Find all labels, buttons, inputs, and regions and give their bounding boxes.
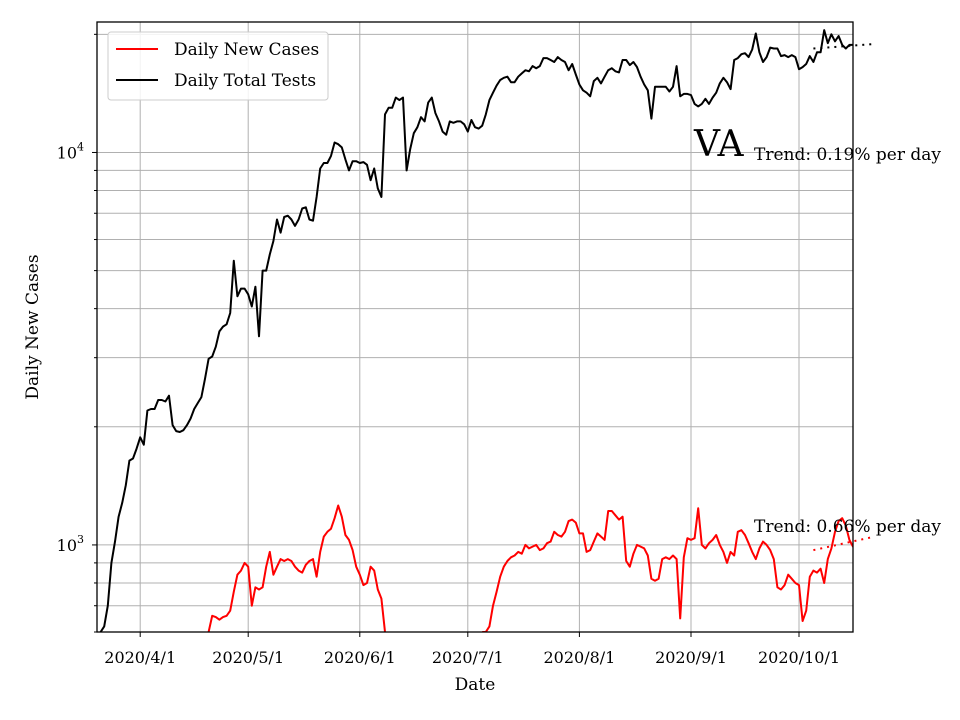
y-axis-label: Daily New Cases bbox=[23, 254, 43, 399]
plot-area bbox=[97, 22, 853, 632]
x-tick-label: 2020/4/1 bbox=[104, 648, 176, 667]
plot-frame bbox=[96, 21, 854, 633]
trend-annotation-tests: Trend: 0.19% per day bbox=[754, 145, 941, 165]
trend-annotation-cases: Trend: 0.66% per day bbox=[754, 517, 941, 537]
legend-label-cases: Daily New Cases bbox=[174, 40, 319, 60]
x-tick-label: 2020/6/1 bbox=[324, 648, 396, 667]
y-tick-label: 104 bbox=[57, 140, 84, 162]
x-axis-ticks: 2020/4/1 2020/5/1 2020/6/1 2020/7/1 2020/8/1… bbox=[104, 632, 840, 667]
x-tick-label: 2020/10/1 bbox=[758, 648, 840, 667]
legend: Daily New Cases Daily Total Tests bbox=[107, 31, 329, 101]
x-tick-label: 2020/5/1 bbox=[212, 648, 284, 667]
x-axis-label: Date bbox=[455, 675, 496, 695]
series-line-daily-new-cases bbox=[482, 507, 853, 632]
series-line-daily-new-cases bbox=[207, 504, 386, 632]
series-layer bbox=[99, 29, 853, 632]
y-axis-ticks: 103 104 bbox=[57, 33, 97, 633]
x-tick-label: 2020/8/1 bbox=[543, 648, 615, 667]
state-label: VA bbox=[693, 124, 745, 165]
legend-label-tests: Daily Total Tests bbox=[174, 71, 316, 91]
x-tick-label: 2020/7/1 bbox=[432, 648, 504, 667]
legend-box bbox=[107, 31, 329, 101]
y-tick-label: 103 bbox=[57, 533, 84, 555]
x-tick-label: 2020/9/1 bbox=[655, 648, 727, 667]
series-line-daily-total-tests bbox=[99, 29, 853, 632]
